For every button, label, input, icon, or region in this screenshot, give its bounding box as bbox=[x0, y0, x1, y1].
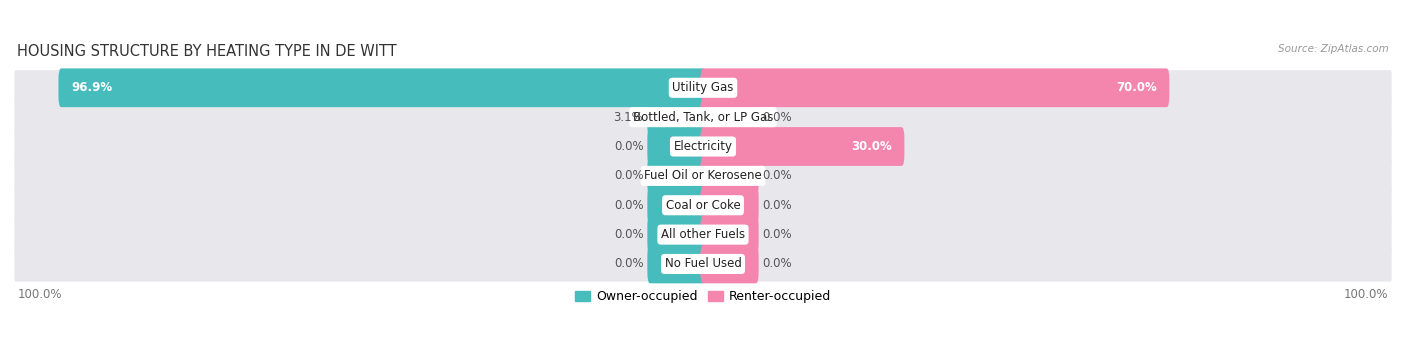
FancyBboxPatch shape bbox=[700, 244, 759, 283]
FancyBboxPatch shape bbox=[647, 186, 706, 225]
FancyBboxPatch shape bbox=[647, 98, 706, 137]
Text: Bottled, Tank, or LP Gas: Bottled, Tank, or LP Gas bbox=[633, 110, 773, 124]
FancyBboxPatch shape bbox=[700, 215, 759, 254]
Text: 3.1%: 3.1% bbox=[613, 110, 644, 124]
Text: 0.0%: 0.0% bbox=[614, 199, 644, 212]
FancyBboxPatch shape bbox=[14, 129, 1392, 164]
FancyBboxPatch shape bbox=[647, 156, 706, 195]
Text: No Fuel Used: No Fuel Used bbox=[665, 257, 741, 270]
Text: 0.0%: 0.0% bbox=[614, 257, 644, 270]
FancyBboxPatch shape bbox=[700, 98, 759, 137]
Text: Coal or Coke: Coal or Coke bbox=[665, 199, 741, 212]
FancyBboxPatch shape bbox=[14, 100, 1392, 135]
Text: Fuel Oil or Kerosene: Fuel Oil or Kerosene bbox=[644, 169, 762, 182]
Text: Source: ZipAtlas.com: Source: ZipAtlas.com bbox=[1278, 44, 1389, 54]
FancyBboxPatch shape bbox=[700, 186, 759, 225]
FancyBboxPatch shape bbox=[59, 68, 706, 107]
Text: 0.0%: 0.0% bbox=[614, 169, 644, 182]
Text: 96.9%: 96.9% bbox=[72, 81, 112, 94]
FancyBboxPatch shape bbox=[14, 70, 1392, 105]
FancyBboxPatch shape bbox=[14, 217, 1392, 252]
Text: 100.0%: 100.0% bbox=[17, 288, 62, 301]
Text: 0.0%: 0.0% bbox=[762, 169, 792, 182]
FancyBboxPatch shape bbox=[700, 156, 759, 195]
Legend: Owner-occupied, Renter-occupied: Owner-occupied, Renter-occupied bbox=[569, 286, 837, 308]
FancyBboxPatch shape bbox=[14, 246, 1392, 282]
Text: 0.0%: 0.0% bbox=[762, 110, 792, 124]
Text: All other Fuels: All other Fuels bbox=[661, 228, 745, 241]
Text: 100.0%: 100.0% bbox=[1344, 288, 1389, 301]
Text: 0.0%: 0.0% bbox=[614, 228, 644, 241]
FancyBboxPatch shape bbox=[14, 188, 1392, 223]
Text: Utility Gas: Utility Gas bbox=[672, 81, 734, 94]
Text: 0.0%: 0.0% bbox=[762, 228, 792, 241]
FancyBboxPatch shape bbox=[700, 127, 904, 166]
Text: 30.0%: 30.0% bbox=[851, 140, 891, 153]
FancyBboxPatch shape bbox=[647, 215, 706, 254]
FancyBboxPatch shape bbox=[700, 68, 1170, 107]
Text: Electricity: Electricity bbox=[673, 140, 733, 153]
Text: 0.0%: 0.0% bbox=[762, 257, 792, 270]
Text: 0.0%: 0.0% bbox=[614, 140, 644, 153]
Text: 0.0%: 0.0% bbox=[762, 199, 792, 212]
Text: 70.0%: 70.0% bbox=[1116, 81, 1157, 94]
FancyBboxPatch shape bbox=[14, 158, 1392, 193]
Text: HOUSING STRUCTURE BY HEATING TYPE IN DE WITT: HOUSING STRUCTURE BY HEATING TYPE IN DE … bbox=[17, 44, 396, 59]
FancyBboxPatch shape bbox=[647, 127, 706, 166]
FancyBboxPatch shape bbox=[647, 244, 706, 283]
